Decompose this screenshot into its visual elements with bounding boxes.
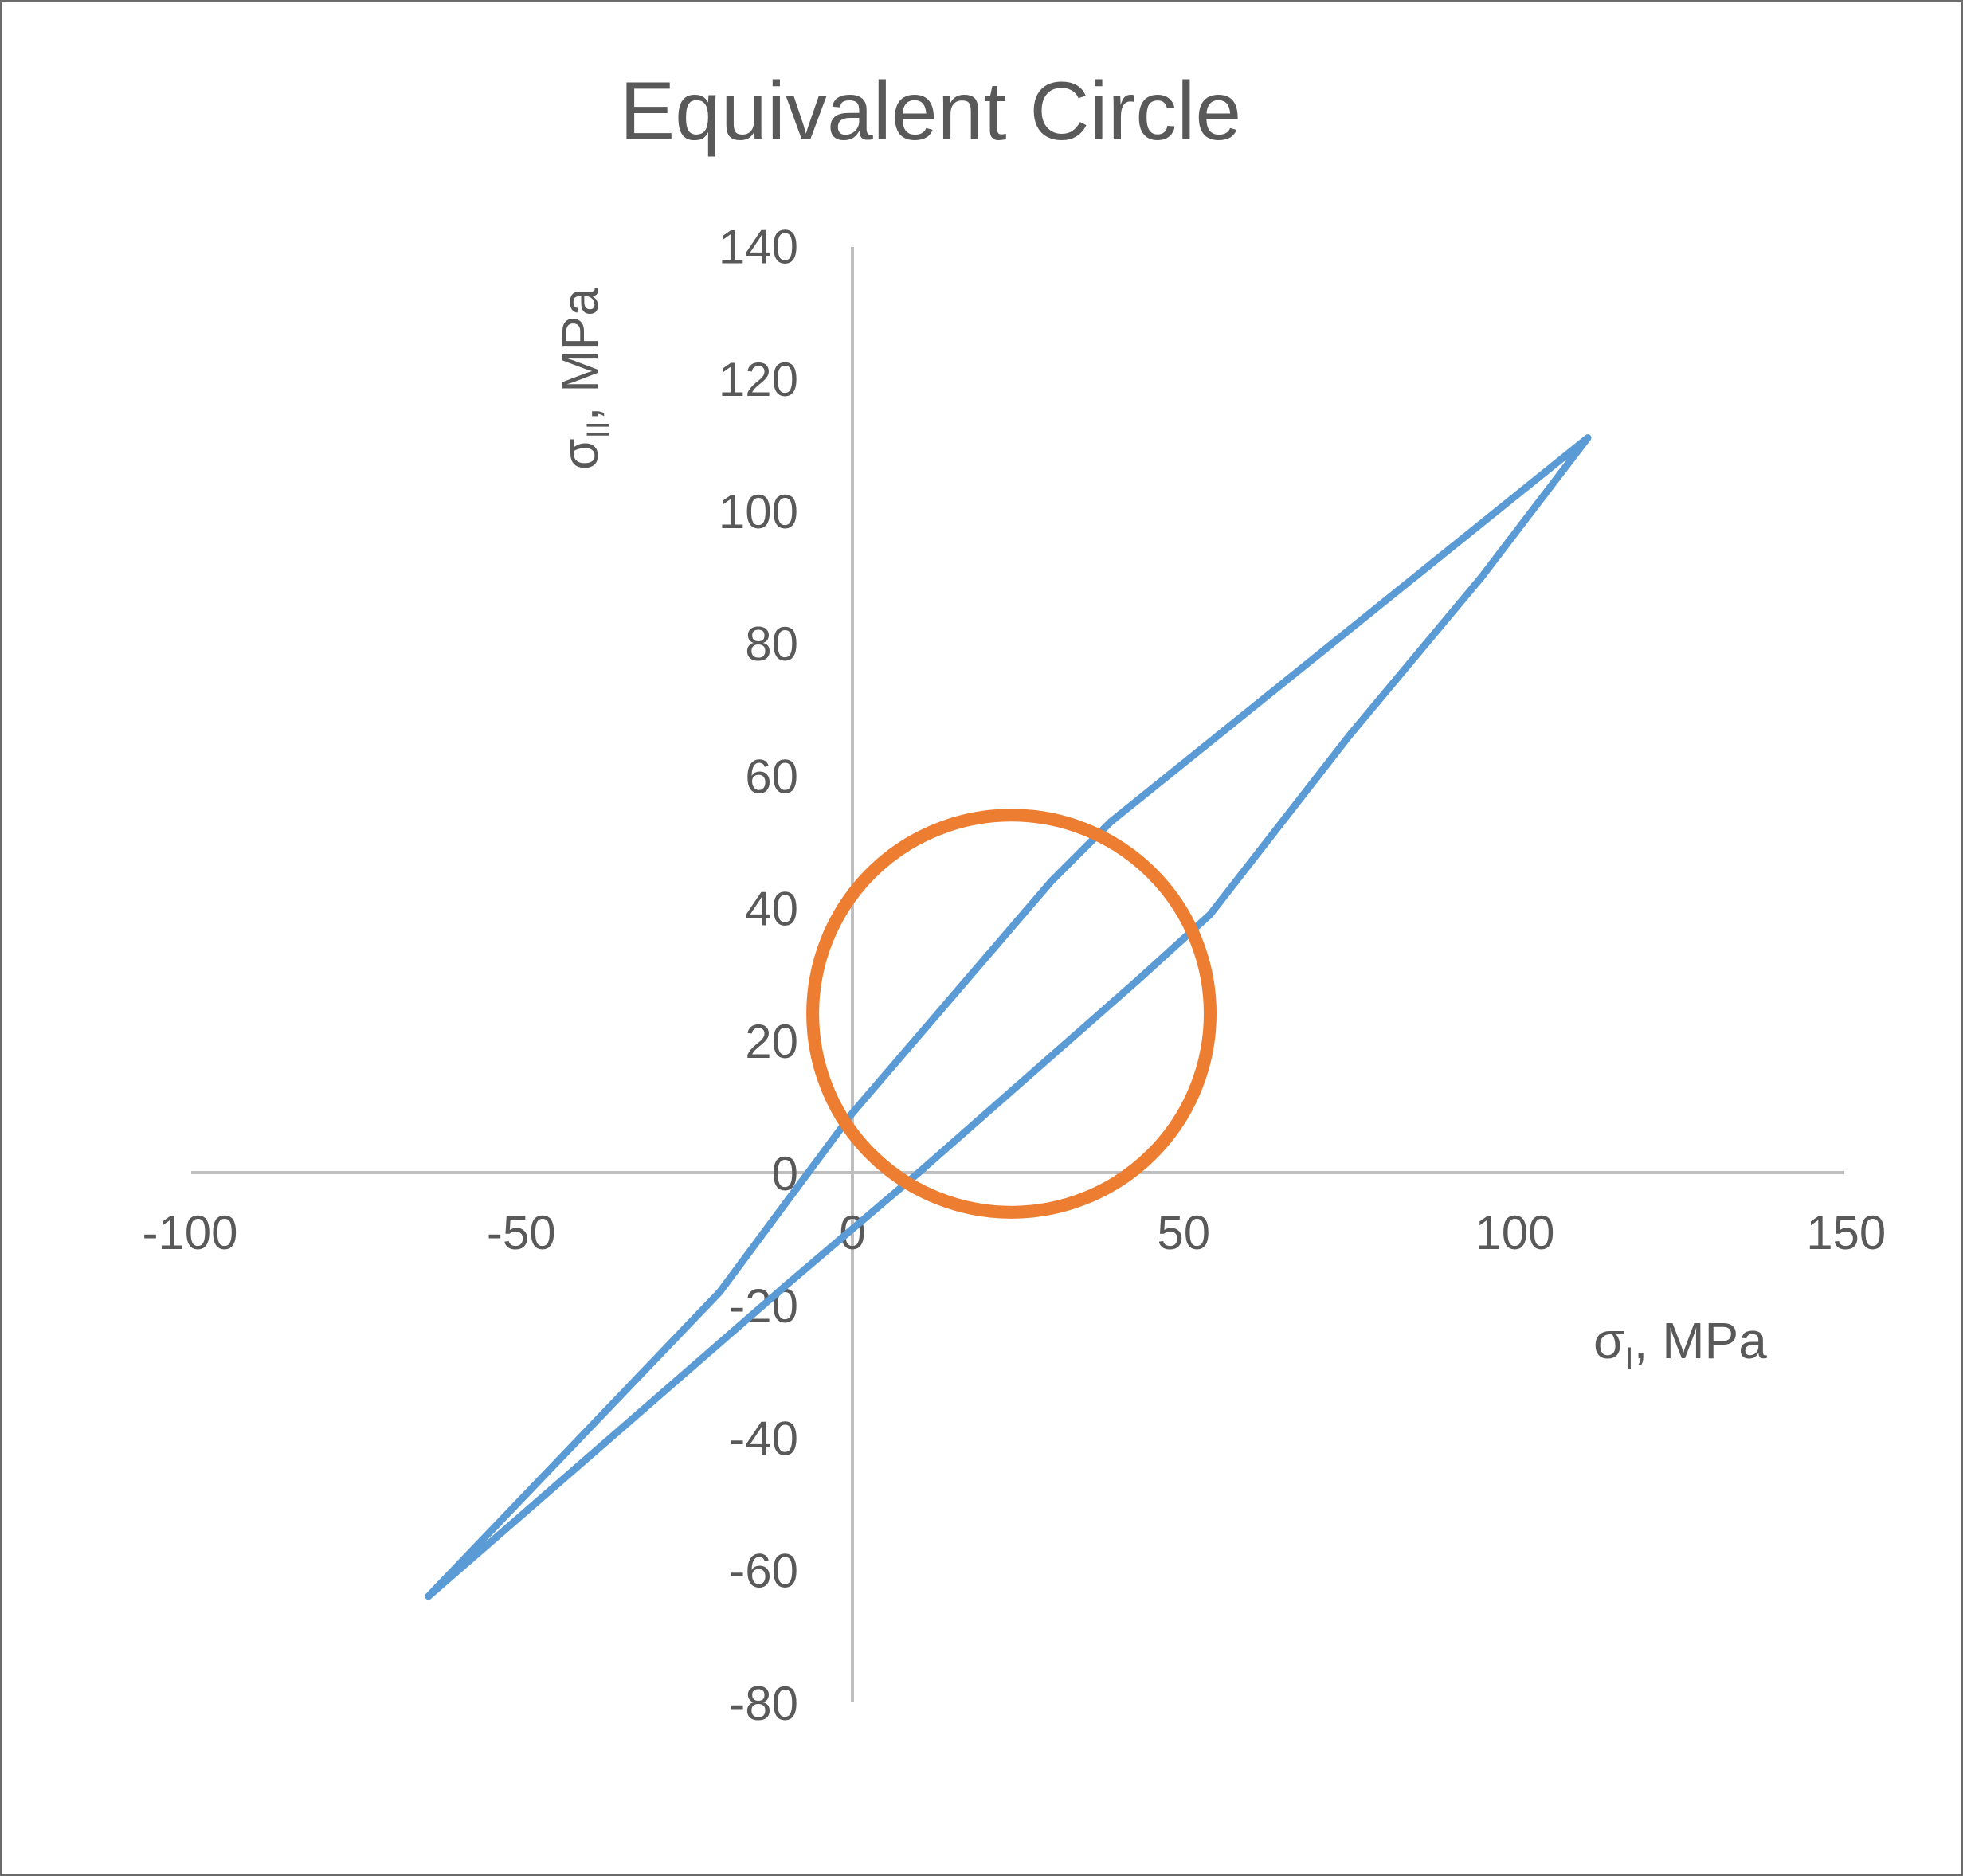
- y-axis-label-symbol: σ: [551, 439, 609, 471]
- y-tick-label: 120: [719, 353, 798, 406]
- x-axis-label: σI, MPa: [1593, 1312, 1767, 1377]
- tick-labels: -100 -50 0 50 100 150-80-60-40-20020406080100…: [142, 221, 1886, 1730]
- y-axis-label-unit: , MPa: [551, 288, 609, 421]
- x-axis-label-symbol: σ: [1593, 1312, 1625, 1369]
- y-tick-label: -80: [729, 1677, 798, 1730]
- chart-title: Equivalent Circle: [620, 65, 1241, 158]
- y-tick-label: 60: [745, 750, 798, 803]
- y-tick-label: 40: [745, 883, 798, 936]
- x-tick-label: 100: [1475, 1206, 1554, 1259]
- series-line-failure-envelope: [425, 434, 1592, 1600]
- y-tick-label: 140: [719, 221, 798, 274]
- y-axis-label: σII, MPa: [551, 288, 616, 470]
- y-axis-label-subscript: II: [581, 421, 616, 438]
- x-tick-label: 50: [1157, 1206, 1210, 1259]
- x-tick-label: -100: [142, 1206, 237, 1259]
- series-line-equivalent-circle: [806, 809, 1217, 1219]
- x-tick-label: 150: [1806, 1206, 1886, 1259]
- y-tick-label: 20: [745, 1015, 798, 1068]
- y-tick-label: 100: [719, 485, 798, 539]
- x-tick-label: -50: [487, 1206, 556, 1259]
- y-tick-label: -40: [729, 1412, 798, 1465]
- x-axis-label-unit: , MPa: [1634, 1312, 1768, 1369]
- y-tick-label: -60: [729, 1545, 798, 1598]
- x-axis-label-subscript: I: [1625, 1341, 1634, 1377]
- axes: [191, 247, 1844, 1702]
- y-tick-label: 80: [745, 617, 798, 671]
- plot-area: [425, 434, 1592, 1600]
